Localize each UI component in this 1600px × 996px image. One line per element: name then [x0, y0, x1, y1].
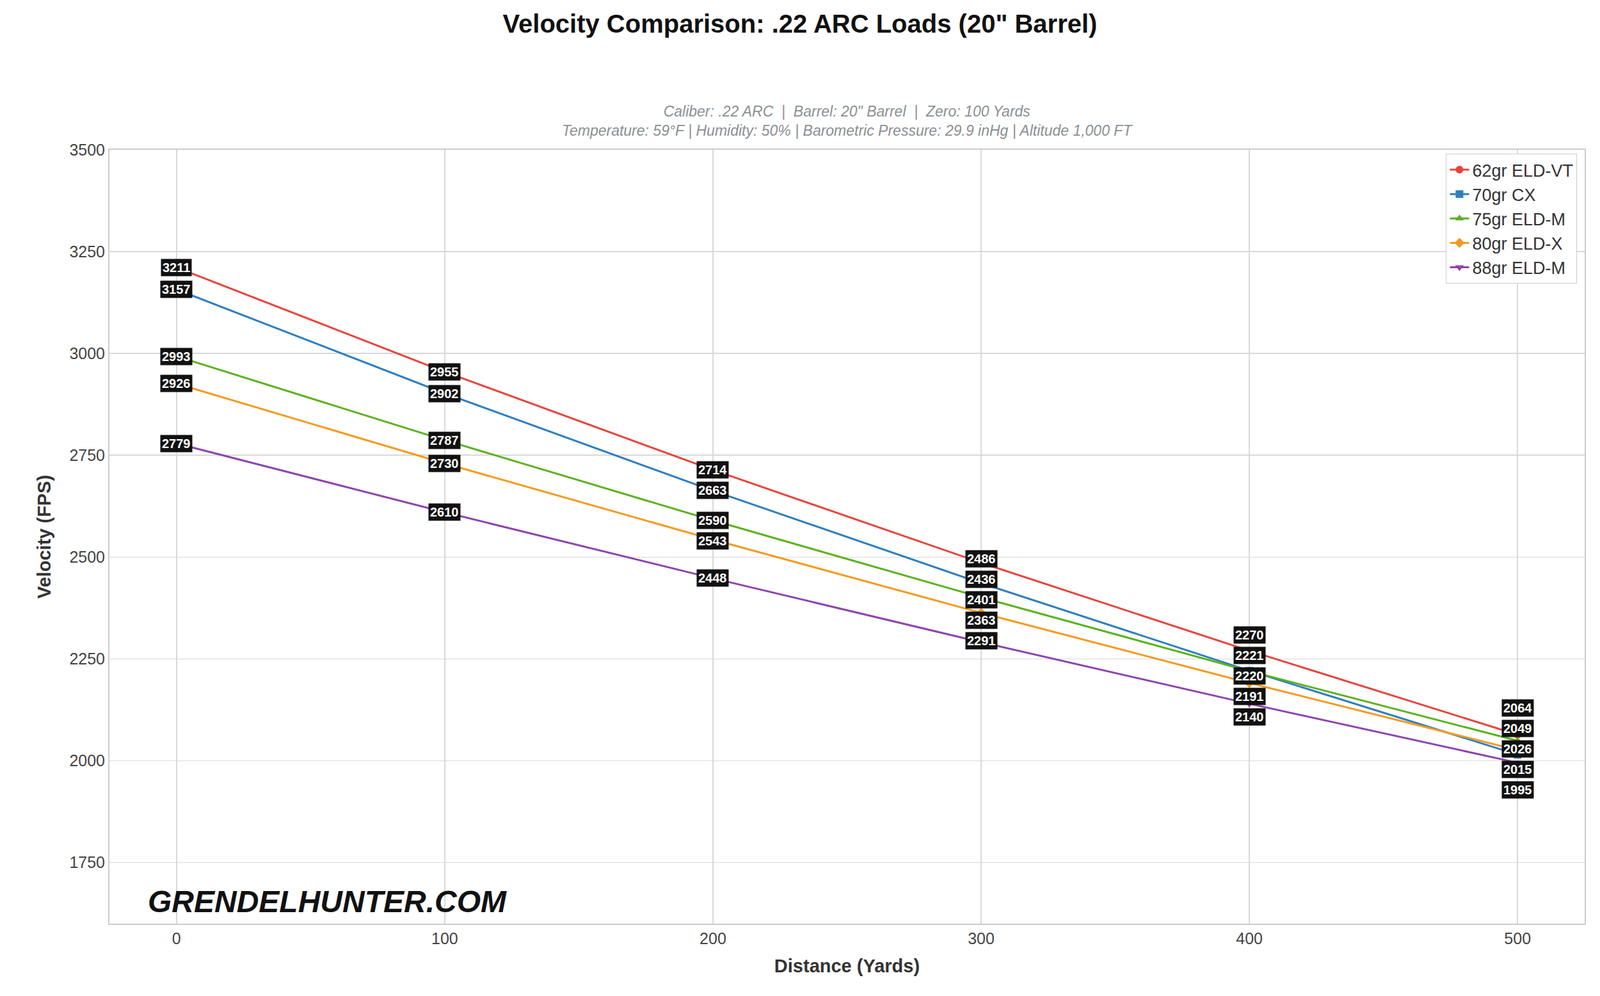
svg-text:2015: 2015 [1503, 762, 1533, 777]
svg-text:2436: 2436 [967, 572, 996, 587]
svg-text:2191: 2191 [1235, 689, 1264, 704]
svg-text:2610: 2610 [430, 504, 459, 520]
svg-text:2993: 2993 [161, 349, 191, 364]
svg-text:2486: 2486 [967, 551, 996, 566]
svg-text:500: 500 [1504, 929, 1531, 948]
svg-text:2714: 2714 [698, 462, 728, 477]
svg-text:2543: 2543 [698, 533, 728, 548]
svg-text:Velocity Comparison: .22 ARC L: Velocity Comparison: .22 ARC Loads (20" … [503, 9, 1098, 38]
svg-text:2787: 2787 [430, 433, 459, 448]
svg-text:2140: 2140 [1235, 709, 1264, 724]
svg-text:1995: 1995 [1503, 782, 1533, 797]
svg-text:2221: 2221 [1235, 648, 1264, 663]
svg-text:300: 300 [967, 929, 995, 948]
svg-text:2291: 2291 [967, 633, 996, 648]
svg-text:2064: 2064 [1503, 700, 1533, 715]
svg-text:Caliber: .22 ARC | Barrel: 2: Caliber: .22 ARC | Barrel: 20" Barrel | … [561, 103, 1133, 139]
svg-text:2955: 2955 [430, 364, 459, 379]
svg-text:2250: 2250 [69, 649, 105, 668]
svg-text:1750: 1750 [69, 853, 105, 872]
svg-text:2779: 2779 [161, 436, 191, 451]
svg-text:75gr ELD-M: 75gr ELD-M [1472, 209, 1566, 230]
svg-text:2270: 2270 [1235, 627, 1264, 642]
svg-text:Distance (Yards): Distance (Yards) [774, 955, 920, 976]
svg-text:0: 0 [172, 929, 182, 948]
svg-text:3500: 3500 [69, 140, 105, 159]
svg-text:2363: 2363 [967, 613, 996, 628]
svg-text:200: 200 [699, 929, 727, 948]
svg-text:2049: 2049 [1503, 721, 1533, 736]
svg-text:80gr ELD-X: 80gr ELD-X [1472, 234, 1563, 254]
svg-text:2220: 2220 [1235, 668, 1264, 683]
svg-text:3211: 3211 [162, 260, 191, 275]
svg-text:2663: 2663 [698, 483, 728, 498]
svg-text:2000: 2000 [69, 751, 105, 770]
svg-text:3000: 3000 [69, 344, 105, 363]
svg-text:2448: 2448 [698, 570, 728, 585]
svg-text:70gr CX: 70gr CX [1472, 185, 1536, 205]
svg-text:88gr ELD-M: 88gr ELD-M [1472, 258, 1566, 278]
svg-text:2590: 2590 [698, 513, 728, 528]
svg-text:100: 100 [431, 929, 459, 948]
svg-text:3157: 3157 [161, 282, 191, 297]
svg-text:62gr ELD-VT: 62gr ELD-VT [1472, 161, 1574, 181]
svg-text:2401: 2401 [967, 592, 996, 607]
svg-text:2500: 2500 [69, 547, 105, 566]
svg-text:2026: 2026 [1503, 741, 1533, 756]
svg-text:2926: 2926 [161, 376, 191, 391]
svg-text:2730: 2730 [430, 456, 459, 471]
svg-text:GRENDELHUNTER.COM: GRENDELHUNTER.COM [147, 884, 507, 919]
svg-text:2902: 2902 [430, 386, 459, 401]
svg-text:Velocity (FPS): Velocity (FPS) [33, 474, 55, 599]
svg-text:2750: 2750 [69, 446, 105, 464]
svg-text:3250: 3250 [69, 242, 105, 261]
svg-text:400: 400 [1235, 929, 1263, 948]
